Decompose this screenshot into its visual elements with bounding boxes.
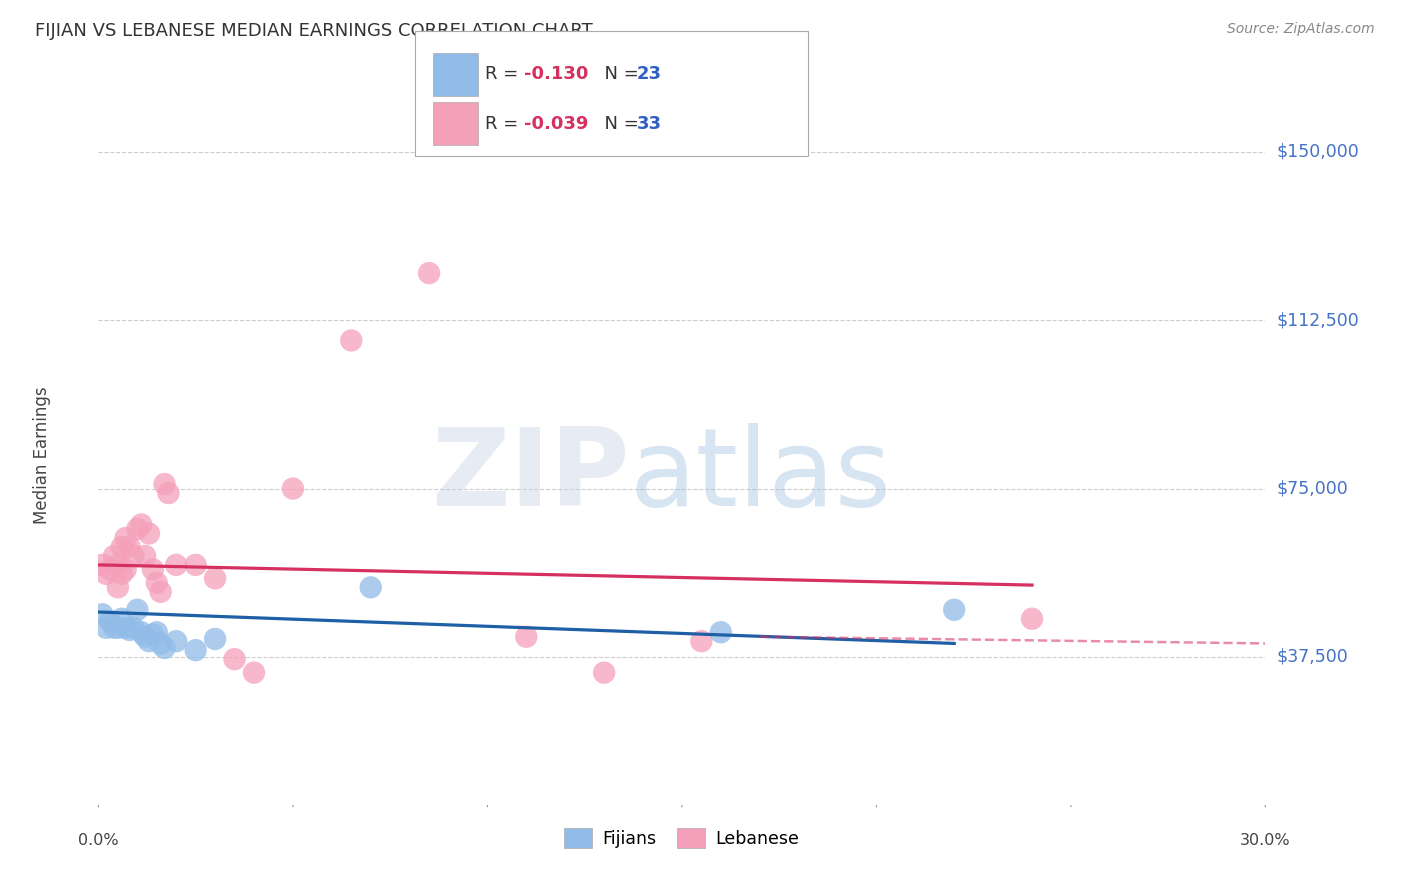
- Point: [281, 482, 304, 496]
- Legend: Fijians, Lebanese: Fijians, Lebanese: [555, 820, 808, 856]
- Point: [149, 584, 172, 599]
- Point: [418, 266, 440, 280]
- Point: [146, 625, 169, 640]
- Text: 23: 23: [637, 65, 662, 83]
- Point: [118, 540, 141, 554]
- Point: [515, 630, 537, 644]
- Point: [1021, 612, 1043, 626]
- Text: 0.0%: 0.0%: [79, 833, 118, 848]
- Point: [153, 477, 176, 491]
- Point: [340, 334, 363, 348]
- Point: [127, 522, 149, 536]
- Point: [157, 486, 180, 500]
- Point: [107, 580, 129, 594]
- Point: [138, 526, 160, 541]
- Point: [224, 652, 246, 666]
- Point: [122, 621, 145, 635]
- Point: [96, 621, 118, 635]
- Point: [204, 632, 226, 646]
- Text: R =: R =: [485, 65, 524, 83]
- Point: [134, 630, 156, 644]
- Point: [111, 540, 134, 554]
- Point: [165, 558, 187, 572]
- Text: -0.039: -0.039: [524, 115, 589, 133]
- Text: $150,000: $150,000: [1277, 143, 1360, 161]
- Point: [103, 621, 125, 635]
- Point: [122, 549, 145, 563]
- Text: ZIP: ZIP: [430, 423, 630, 529]
- Point: [129, 625, 152, 640]
- Text: $112,500: $112,500: [1277, 311, 1360, 329]
- Text: Source: ZipAtlas.com: Source: ZipAtlas.com: [1227, 22, 1375, 37]
- Point: [943, 603, 966, 617]
- Text: 30.0%: 30.0%: [1240, 833, 1291, 848]
- Point: [107, 558, 129, 572]
- Point: [134, 549, 156, 563]
- Point: [243, 665, 266, 680]
- Point: [103, 549, 125, 563]
- Point: [153, 640, 176, 655]
- Point: [98, 562, 121, 576]
- Point: [91, 558, 114, 572]
- Point: [204, 571, 226, 585]
- Point: [114, 562, 136, 576]
- Point: [91, 607, 114, 622]
- Point: [107, 621, 129, 635]
- Point: [149, 636, 172, 650]
- Text: $37,500: $37,500: [1277, 648, 1348, 666]
- Point: [114, 621, 136, 635]
- Point: [96, 566, 118, 581]
- Point: [593, 665, 616, 680]
- Point: [360, 580, 382, 594]
- Point: [142, 627, 165, 641]
- Point: [184, 558, 207, 572]
- Point: [142, 562, 165, 576]
- Point: [111, 612, 134, 626]
- Point: [146, 575, 169, 590]
- Point: [98, 614, 121, 628]
- Text: N =: N =: [593, 65, 645, 83]
- Point: [710, 625, 733, 640]
- Text: Median Earnings: Median Earnings: [34, 386, 52, 524]
- Text: -0.130: -0.130: [524, 65, 589, 83]
- Point: [129, 517, 152, 532]
- Point: [184, 643, 207, 657]
- Point: [111, 566, 134, 581]
- Point: [114, 531, 136, 545]
- Point: [138, 634, 160, 648]
- Text: N =: N =: [593, 115, 645, 133]
- Text: R =: R =: [485, 115, 524, 133]
- Point: [127, 603, 149, 617]
- Point: [690, 634, 713, 648]
- Text: atlas: atlas: [630, 423, 891, 529]
- Text: $75,000: $75,000: [1277, 480, 1348, 498]
- Text: 33: 33: [637, 115, 662, 133]
- Text: FIJIAN VS LEBANESE MEDIAN EARNINGS CORRELATION CHART: FIJIAN VS LEBANESE MEDIAN EARNINGS CORRE…: [35, 22, 593, 40]
- Point: [165, 634, 187, 648]
- Point: [118, 623, 141, 637]
